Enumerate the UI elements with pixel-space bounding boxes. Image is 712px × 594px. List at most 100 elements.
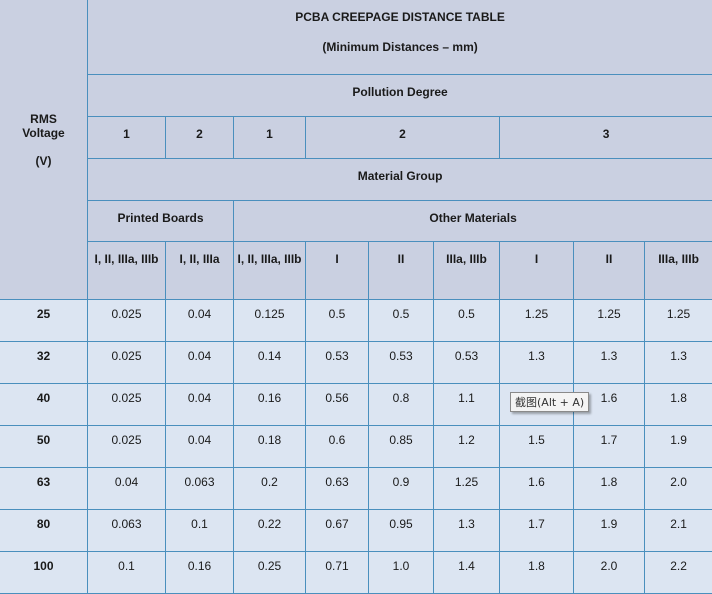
distance-cell: 0.125 (234, 300, 306, 342)
voltage-cell: 40 (0, 384, 88, 426)
distance-cell: 1.9 (574, 510, 645, 552)
distance-cell: 0.56 (306, 384, 369, 426)
distance-cell: 2.2 (645, 552, 712, 594)
distance-cell: 0.1 (88, 552, 166, 594)
material-column-header: I, II, IIIa, IIIb (234, 242, 306, 300)
distance-cell: 0.04 (166, 426, 234, 468)
voltage-cell: 50 (0, 426, 88, 468)
distance-cell: 0.5 (434, 300, 500, 342)
material-column-header: I (306, 242, 369, 300)
distance-cell: 0.67 (306, 510, 369, 552)
distance-cell: 1.7 (500, 510, 574, 552)
distance-cell: 1.3 (434, 510, 500, 552)
distance-cell: 1.2 (434, 426, 500, 468)
pd-col: 2 (166, 117, 234, 159)
distance-cell: 0.8 (369, 384, 434, 426)
distance-cell: 1.3 (645, 342, 712, 384)
distance-cell: 0.025 (88, 384, 166, 426)
distance-cell: 1.25 (645, 300, 712, 342)
distance-cell: 0.53 (434, 342, 500, 384)
material-column-header: II (369, 242, 434, 300)
distance-cell: 1.25 (434, 468, 500, 510)
material-column-header: I, II, IIIa, IIIb (88, 242, 166, 300)
rms-label: RMS (2, 112, 85, 126)
material-column-header: IIIa, IIIb (434, 242, 500, 300)
distance-cell: 1.1 (434, 384, 500, 426)
material-column-header: I (500, 242, 574, 300)
distance-cell: 0.25 (234, 552, 306, 594)
distance-cell: 2.0 (645, 468, 712, 510)
voltage-cell: 80 (0, 510, 88, 552)
distance-cell: 0.71 (306, 552, 369, 594)
voltage-cell: 25 (0, 300, 88, 342)
distance-cell: 0.025 (88, 342, 166, 384)
pd-col: 3 (500, 117, 712, 159)
material-column-header: II (574, 242, 645, 300)
distance-cell: 1.0 (369, 552, 434, 594)
distance-cell: 1.4 (434, 552, 500, 594)
distance-cell: 0.025 (88, 426, 166, 468)
distance-cell: 1.25 (500, 300, 574, 342)
unit-label: (V) (2, 154, 85, 168)
voltage-cell: 63 (0, 468, 88, 510)
distance-cell: 0.1 (166, 510, 234, 552)
rms-voltage-header: RMS Voltage (V) (0, 0, 88, 300)
distance-cell: 1.7 (574, 426, 645, 468)
distance-cell: 1.9 (645, 426, 712, 468)
pd-col: 2 (306, 117, 500, 159)
distance-cell: 1.8 (574, 468, 645, 510)
distance-cell: 0.14 (234, 342, 306, 384)
distance-cell: 0.04 (166, 342, 234, 384)
printed-boards-header: Printed Boards (88, 201, 234, 242)
distance-cell: 0.53 (369, 342, 434, 384)
voltage-cell: 32 (0, 342, 88, 384)
distance-cell: 1.3 (500, 342, 574, 384)
distance-cell: 0.2 (234, 468, 306, 510)
title-text: PCBA CREEPAGE DISTANCE TABLE (90, 10, 710, 24)
distance-cell: 0.04 (166, 300, 234, 342)
distance-cell: 1.6 (500, 468, 574, 510)
material-group-header: Material Group (88, 159, 712, 201)
distance-cell: 0.025 (88, 300, 166, 342)
distance-cell: 0.063 (166, 468, 234, 510)
distance-cell: 0.9 (369, 468, 434, 510)
distance-cell: 2.0 (574, 552, 645, 594)
distance-cell: 0.5 (369, 300, 434, 342)
material-column-header: I, II, IIIa (166, 242, 234, 300)
distance-cell: 0.16 (234, 384, 306, 426)
voltage-label: Voltage (2, 126, 85, 140)
distance-cell: 0.63 (306, 468, 369, 510)
distance-cell: 1.5 (500, 426, 574, 468)
pd-col: 1 (234, 117, 306, 159)
distance-cell: 1.3 (574, 342, 645, 384)
distance-cell: 0.85 (369, 426, 434, 468)
distance-cell: 0.53 (306, 342, 369, 384)
distance-cell: 0.063 (88, 510, 166, 552)
subtitle-text: (Minimum Distances – mm) (90, 40, 710, 54)
distance-cell: 1.8 (500, 552, 574, 594)
distance-cell: 1.8 (645, 384, 712, 426)
distance-cell: 0.04 (88, 468, 166, 510)
table-title: PCBA CREEPAGE DISTANCE TABLE (Minimum Di… (88, 0, 712, 75)
distance-cell: 0.95 (369, 510, 434, 552)
pollution-degree-header: Pollution Degree (88, 75, 712, 117)
distance-cell: 2.1 (645, 510, 712, 552)
material-column-header: IIIa, IIIb (645, 242, 712, 300)
distance-cell: 0.18 (234, 426, 306, 468)
voltage-cell: 100 (0, 552, 88, 594)
distance-cell: 0.04 (166, 384, 234, 426)
other-materials-header: Other Materials (234, 201, 712, 242)
screenshot-tooltip: 截图(Alt + A) (510, 392, 589, 412)
distance-cell: 1.25 (574, 300, 645, 342)
distance-cell: 0.16 (166, 552, 234, 594)
distance-cell: 0.6 (306, 426, 369, 468)
pd-col: 1 (88, 117, 166, 159)
